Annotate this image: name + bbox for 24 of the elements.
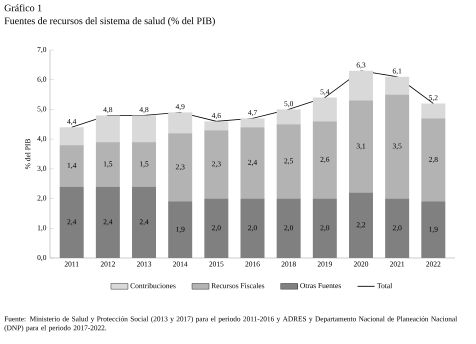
bar [348,100,373,193]
bar [168,112,192,134]
chart-title: Gráfico 1 [4,4,42,12]
bar [168,133,192,202]
chart-subtitle: Fuentes de recursos del sistema de salud (% del PIB) [4,17,215,26]
bar [204,121,228,130]
bar [132,142,156,187]
bar [312,121,337,199]
bar [348,70,373,101]
bar [276,109,301,124]
bar [421,103,446,118]
bar [385,94,410,199]
bar [240,127,265,199]
bar [132,115,156,142]
bar [96,142,120,187]
bar [60,145,84,187]
bar [240,118,265,128]
bar [60,127,84,146]
bar [312,98,337,122]
bar [276,124,301,199]
bar [96,115,120,142]
bar [204,130,228,199]
bar [385,76,410,95]
bar [421,118,446,202]
